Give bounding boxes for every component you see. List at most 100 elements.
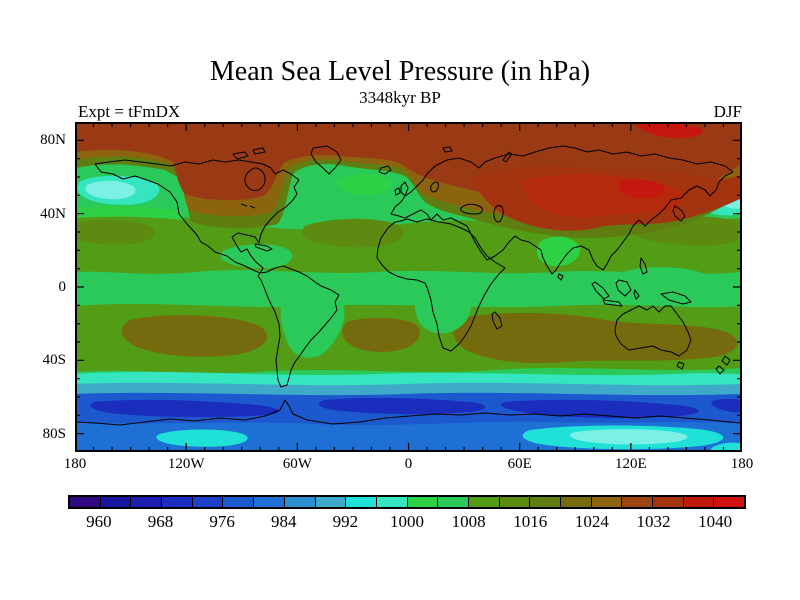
coastline-0 — [94, 159, 300, 274]
coastline-19 — [254, 243, 273, 252]
contour-fill-sh-high-satlantic — [342, 317, 420, 352]
colorbar-cell — [468, 497, 500, 507]
coastline-2 — [310, 145, 342, 175]
lon-tick-label: 60E — [507, 456, 532, 472]
pressure-contour-map — [75, 122, 742, 452]
coastline-13 — [672, 205, 686, 222]
colorbar-tick-label: 1000 — [390, 512, 424, 531]
colorbar-tick-label: 968 — [147, 512, 174, 531]
colorbar-cell — [315, 497, 347, 507]
coastline-7 — [460, 203, 483, 215]
colorbar-tick-label: 984 — [270, 512, 297, 531]
contour-fill-sh-high-indian-australia — [453, 312, 738, 364]
contour-fill-green-south-africa — [414, 287, 471, 334]
lat-tick-label: 80S — [42, 425, 66, 442]
coastline-17 — [252, 147, 266, 155]
colorbar-tick-label: 1032 — [636, 512, 671, 531]
coastline-31 — [240, 203, 256, 209]
colorbar-cell — [561, 497, 592, 507]
colorbar-tick-label: 1016 — [513, 512, 548, 531]
coastline-12 — [378, 165, 392, 175]
coastline-10 — [400, 181, 409, 197]
coastline-23 — [633, 289, 640, 300]
colorbar-tick-label: 960 — [86, 512, 112, 531]
colorbar-cell — [192, 497, 224, 507]
plot-subtitle: 3348kyr BP — [359, 88, 441, 107]
coastline-26 — [614, 305, 692, 357]
lon-tick-label: 180 — [730, 456, 754, 472]
colorbar-cell — [591, 497, 623, 507]
contour-fill-red-spot-mongolia — [618, 179, 665, 198]
colorbar-cell — [438, 497, 469, 507]
contour-fill-green-maritime-continent — [616, 267, 715, 300]
coastline-20 — [591, 281, 610, 300]
contour-fill-mint-pacific-stripe — [75, 205, 183, 220]
page-title: Mean Sea Level Pressure (in hPa) — [209, 56, 591, 87]
map-frame — [75, 122, 742, 452]
contour-fill-aleutian-low-core — [85, 180, 136, 200]
contour-fill-antarctic-cyan-west — [156, 429, 248, 447]
coastline-18 — [557, 273, 564, 281]
contour-fill-nh-olive-lens-epacific — [75, 219, 155, 245]
colorbar-cell — [622, 497, 654, 507]
colorbar-cell — [284, 497, 316, 507]
colorbar-tick-label: 1008 — [451, 512, 486, 531]
coastline-27 — [676, 361, 685, 370]
colorbar-cell — [162, 497, 193, 507]
colorbar-cell — [254, 497, 285, 507]
colorbar-cell — [653, 497, 684, 507]
contour-fill-natlantic-mint — [337, 173, 392, 196]
contour-fill-green-south-america — [280, 287, 345, 358]
coastline-25 — [639, 257, 648, 275]
contour-fill-circumpolar-navy-4 — [711, 398, 742, 413]
lat-tick-label: 40S — [42, 352, 66, 369]
colorbar-cell — [683, 497, 715, 507]
contour-fill-red-spot-arctic — [635, 122, 703, 139]
colorbar-tick-label: 976 — [209, 512, 235, 531]
contour-fill-nh-olive-lens-atlantic — [302, 218, 404, 248]
colorbar-cell — [714, 497, 745, 507]
colorbar-cell — [100, 497, 132, 507]
lon-tick-label: 0 — [404, 456, 413, 472]
contour-fill-antarctic-pale-core — [570, 429, 688, 445]
contour-fill-circumpolar-navy-1 — [90, 399, 279, 417]
coastline-5 — [491, 311, 503, 330]
coastline-24 — [660, 291, 692, 305]
lat-tick-label: 0 — [58, 279, 67, 295]
coastline-14 — [442, 146, 453, 153]
coastline-6 — [390, 145, 734, 275]
colorbar-cell — [376, 497, 408, 507]
coastline-21 — [602, 299, 623, 307]
lon-tick-label: 120E — [614, 456, 647, 472]
colorbar-cell — [499, 497, 531, 507]
coastline-16 — [232, 151, 249, 160]
experiment-label: Expt = tFmDX — [78, 102, 181, 121]
colorbar-cell — [530, 497, 561, 507]
lon-tick-label: 60W — [282, 456, 312, 472]
coastline-28 — [721, 355, 731, 366]
coastline-15 — [502, 151, 513, 163]
colorbar-labels: 960 968 976 984 992 1000 1008 1016 1024 1032 1040 — [68, 512, 746, 532]
coastline-8 — [493, 205, 504, 223]
coastline-9 — [430, 181, 439, 193]
lat-tick-label: 80N — [40, 132, 66, 149]
contour-fill-green-caribbean — [220, 244, 293, 269]
colorbar-cell — [407, 497, 439, 507]
world-map — [75, 122, 742, 452]
season-label: DJF — [713, 102, 742, 121]
colorbar — [68, 495, 746, 509]
contour-fill-circumpolar-navy-2 — [318, 397, 485, 415]
coastline-11 — [394, 187, 401, 196]
coastline-22 — [615, 279, 632, 297]
colorbar-cell — [223, 497, 255, 507]
lon-tick-label: 180 — [63, 456, 87, 472]
coastline-4 — [376, 218, 506, 352]
contour-fill-sh-high-spacific — [121, 315, 267, 357]
colorbar-tick-label: 992 — [332, 512, 359, 531]
lat-tick-label: 40N — [40, 205, 66, 222]
coastline-3 — [257, 265, 340, 388]
colorbar-cell — [346, 497, 377, 507]
coastline-29 — [715, 365, 725, 375]
colorbar-cell — [131, 497, 163, 507]
